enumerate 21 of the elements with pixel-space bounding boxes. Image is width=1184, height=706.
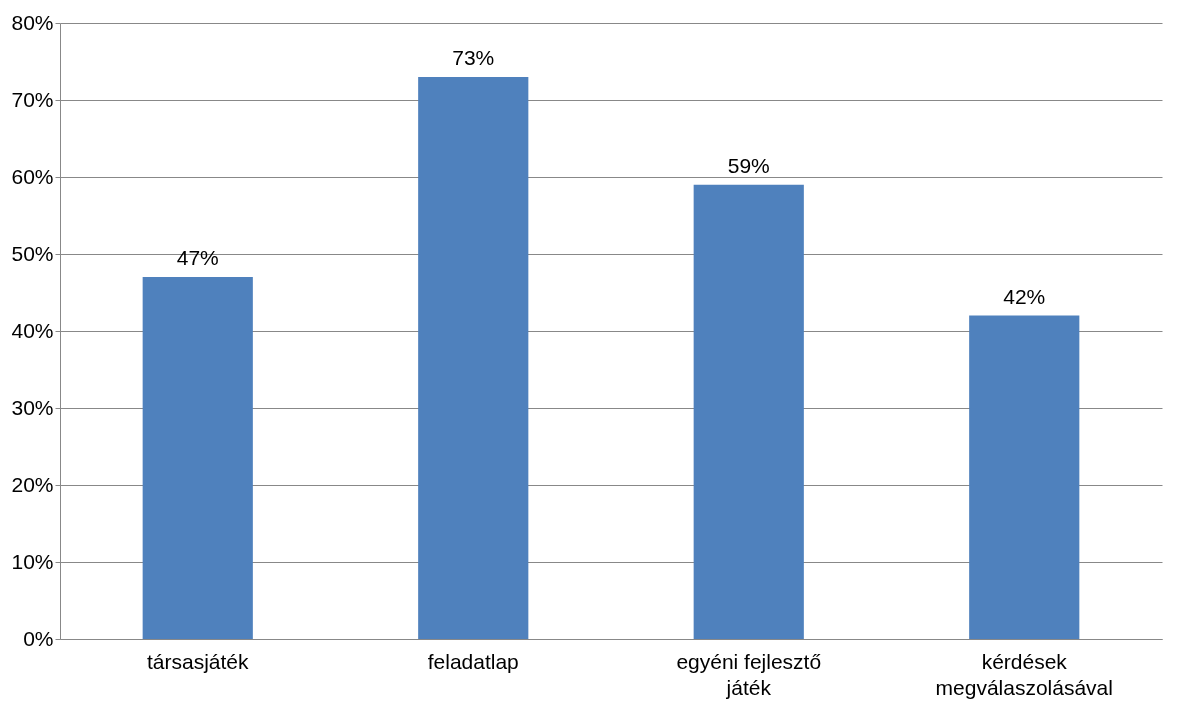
x-tick-label: egyéni fejlesztő játék [676,649,822,699]
bar [418,76,529,639]
x-tick-label: társasjáték [146,649,250,673]
y-tick-label: 20% [11,472,54,496]
y-tick-label: 80% [11,10,54,34]
bar [142,277,253,639]
y-tick-label: 70% [11,87,54,111]
y-tick-label: 50% [11,241,54,265]
data-label: 59% [727,153,770,177]
bar [969,315,1080,639]
y-tick-label: 0% [23,626,54,650]
y-tick-label: 60% [11,164,54,188]
x-tick-label: feladatlap [427,649,519,673]
data-label: 73% [452,45,495,69]
y-tick-label: 40% [11,318,54,342]
bar [693,184,804,639]
data-label: 47% [176,246,219,270]
y-tick-label: 10% [11,549,54,573]
data-label: 42% [1003,284,1046,308]
y-tick-label: 30% [11,395,54,419]
x-tick-label: kérdések megválaszolásával [935,649,1113,699]
